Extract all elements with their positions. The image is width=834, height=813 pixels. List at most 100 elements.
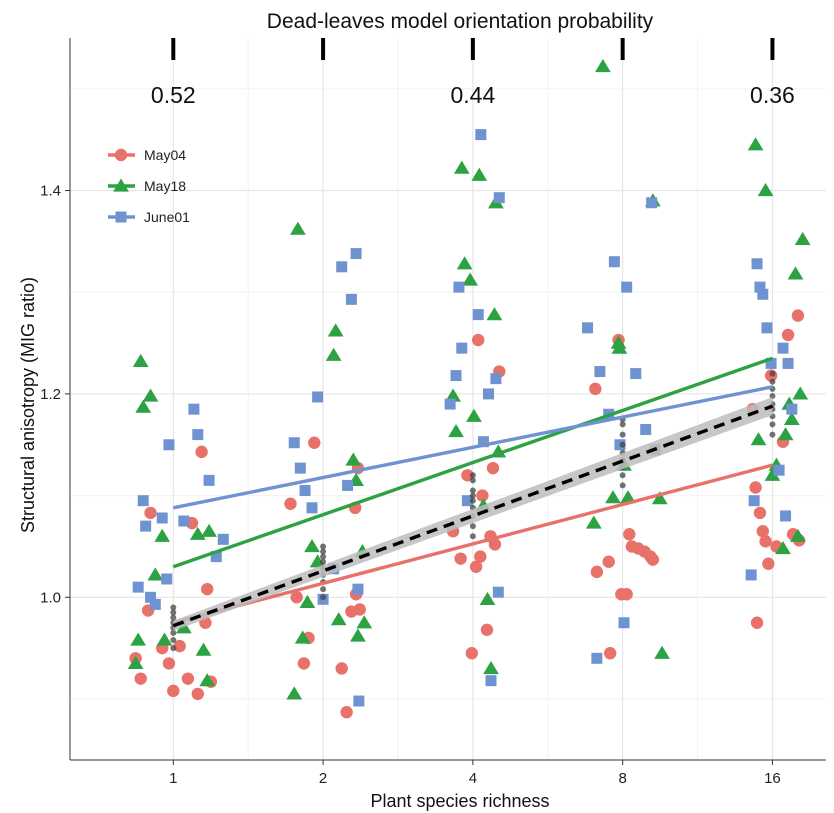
- pooled-point: [769, 431, 776, 438]
- y-axis-title: Structural anisotropy (MIG ratio): [18, 277, 38, 533]
- june01-point: [288, 437, 300, 449]
- may18-point: [156, 632, 173, 646]
- legend-label: June01: [144, 209, 190, 225]
- may18-point: [330, 612, 347, 626]
- may18-point: [130, 632, 147, 646]
- may18-point: [345, 452, 362, 466]
- may04-point: [465, 647, 478, 660]
- june01-point: [621, 281, 633, 293]
- may04-point: [590, 565, 604, 579]
- may18-point: [195, 642, 212, 656]
- pooled-point: [469, 487, 476, 494]
- x-axis-title: Plant species richness: [370, 791, 549, 811]
- june01-point: [163, 439, 175, 451]
- may18-point: [445, 388, 461, 402]
- legend-label: May04: [144, 147, 186, 163]
- x-tick-label: 1: [169, 770, 177, 787]
- pooled-point: [320, 553, 327, 560]
- may04-point: [620, 588, 633, 601]
- june01-point: [591, 652, 603, 664]
- overall-fit-confidence-band: [173, 397, 773, 631]
- axes: 1.0 1.2 1.4 1 2 4 8 16: [40, 38, 826, 787]
- may04-point: [623, 528, 636, 541]
- may18-point: [325, 347, 342, 361]
- legend: May04 May18 June01: [108, 147, 190, 225]
- x-tick-label: 4: [469, 770, 477, 787]
- june01-point: [483, 388, 495, 400]
- fit-lines: [172, 356, 774, 631]
- june01-point: [156, 512, 168, 524]
- june01-point: [594, 366, 606, 378]
- may04-point: [749, 481, 762, 494]
- pooled-point: [170, 645, 177, 652]
- may04-point: [486, 461, 500, 475]
- probability-label: 0.36: [750, 82, 795, 108]
- pooled-point: [619, 431, 626, 438]
- may18-point: [792, 386, 809, 400]
- may04-point: [308, 436, 321, 449]
- legend-item-may04: May04: [108, 147, 186, 163]
- pooled-point: [769, 392, 776, 399]
- pooled-point: [170, 614, 177, 621]
- may04-point: [297, 657, 311, 670]
- june01-point: [780, 510, 792, 522]
- may04-point: [201, 582, 214, 596]
- june01-point: [757, 288, 769, 300]
- june01-point: [461, 495, 473, 507]
- june01-point: [203, 474, 215, 486]
- may18-point: [135, 399, 152, 413]
- legend-item-june01: June01: [108, 209, 190, 225]
- june01-point: [761, 322, 773, 334]
- june01-point: [345, 293, 357, 305]
- june01-point: [485, 675, 497, 687]
- may18-point: [456, 256, 473, 270]
- legend-item-may18: May18: [108, 178, 186, 194]
- may04-point: [134, 672, 147, 685]
- pooled-point: [170, 604, 177, 611]
- may18-point: [605, 490, 621, 504]
- may18-point: [304, 538, 320, 553]
- may18-point: [620, 490, 636, 504]
- may04-point: [335, 662, 348, 675]
- pooled-point: [170, 609, 177, 616]
- may04-point: [750, 616, 764, 629]
- june01-point: [640, 424, 652, 436]
- may18-point: [356, 615, 373, 629]
- x-tick-label: 8: [618, 770, 626, 787]
- may04-fit-line: [172, 463, 773, 625]
- june01-point: [217, 533, 229, 545]
- june01-fit-line: [172, 385, 773, 510]
- may04-point: [195, 445, 208, 459]
- pooled-point: [469, 477, 476, 484]
- may18-point: [147, 567, 164, 581]
- may04-point: [756, 524, 769, 538]
- pooled-point: [469, 533, 476, 540]
- june01-point: [312, 391, 324, 403]
- june01-point: [618, 617, 630, 629]
- june01-point: [210, 551, 222, 563]
- may04-point: [646, 553, 660, 566]
- june01-point: [777, 342, 789, 354]
- may18-point: [327, 323, 344, 337]
- june01-point: [342, 479, 354, 491]
- may18-series: [127, 58, 811, 700]
- may18-point: [299, 594, 316, 609]
- may18-point: [651, 491, 668, 505]
- june01-point: [786, 403, 798, 415]
- may18-point: [462, 272, 479, 286]
- june01-point: [352, 583, 364, 595]
- may18-point: [290, 221, 306, 235]
- legend-marker: [114, 148, 128, 162]
- may18-point: [775, 540, 791, 555]
- may04-point: [759, 535, 772, 548]
- pooled-point: [619, 441, 626, 448]
- may18-point: [132, 353, 149, 367]
- may18-point: [777, 427, 794, 441]
- may04-point: [474, 550, 487, 563]
- x-tick-label: 2: [319, 770, 327, 787]
- chart-title: Dead-leaves model orientation probabilit…: [267, 10, 654, 33]
- may18-point: [747, 137, 764, 151]
- may04-point: [603, 647, 617, 660]
- may18-point: [154, 528, 171, 542]
- june01-point: [145, 591, 157, 603]
